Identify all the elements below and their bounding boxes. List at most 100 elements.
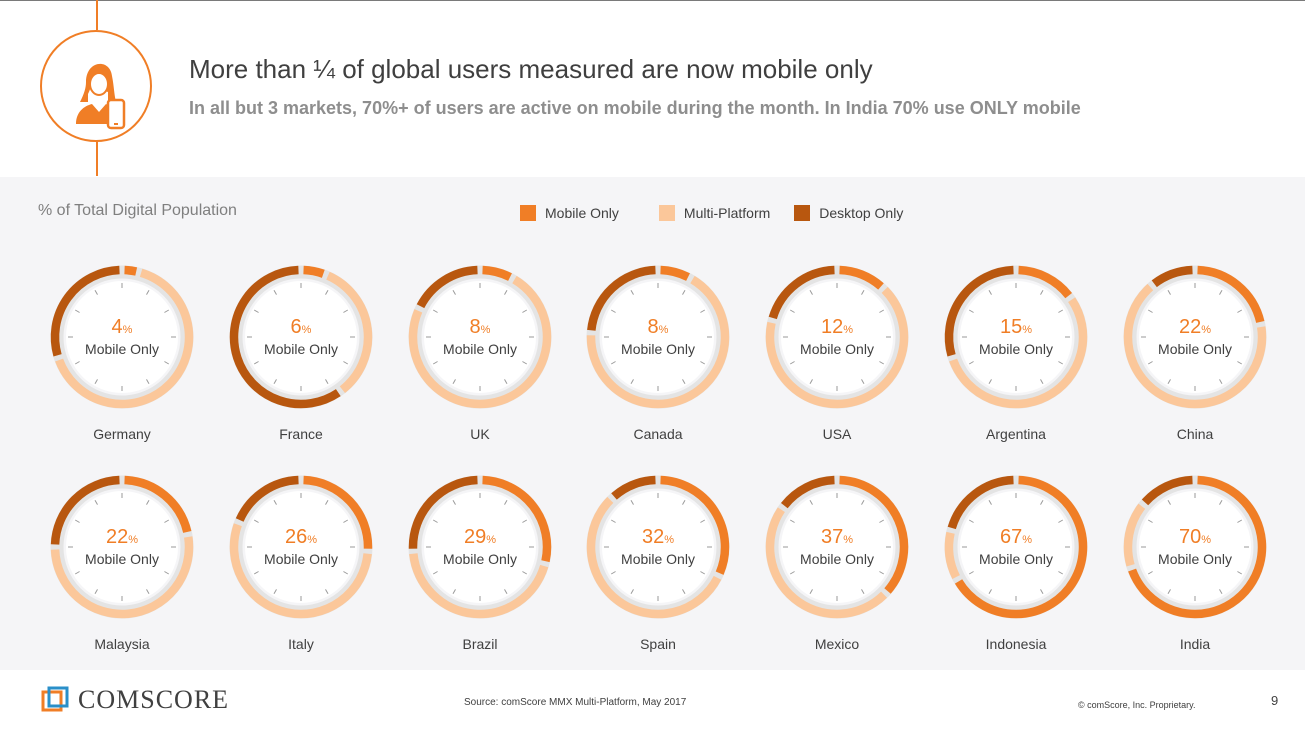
donut-center-label: Mobile Only: [800, 551, 874, 567]
header-connector-top: [96, 0, 98, 30]
donut-segment-desktop-only: [50, 475, 120, 545]
donut-segment-multi-platform: [229, 523, 372, 619]
donut-tick: [343, 571, 349, 575]
donut-tick: [1040, 289, 1044, 295]
donut-center-label: Mobile Only: [979, 551, 1053, 567]
panel-label: % of Total Digital Population: [38, 202, 237, 219]
donut-tick: [432, 519, 438, 523]
logo-wordmark: COMSCORE: [78, 685, 230, 714]
donut-segment-desktop-only: [587, 265, 656, 331]
donut-tick: [1040, 379, 1044, 385]
donut-tick: [343, 519, 349, 523]
percent-sign: %: [843, 534, 853, 546]
donut-inner: [1139, 491, 1251, 603]
donut-center-label: Mobile Only: [1158, 551, 1232, 567]
donut-segment-desktop-only: [947, 475, 1014, 530]
donut-tick: [861, 589, 865, 595]
donut-tick: [74, 571, 80, 575]
donut-tick: [879, 519, 885, 523]
donut-tick: [146, 589, 150, 595]
donut-inner: [602, 491, 714, 603]
header-connector-bottom: [96, 126, 98, 176]
donut-tick: [1219, 379, 1223, 385]
percent-sign: %: [302, 324, 312, 336]
donut-tick: [74, 361, 80, 365]
donut-center-label: Mobile Only: [621, 341, 695, 357]
legend-label: Multi-Platform: [683, 205, 771, 221]
page-number: 9: [1271, 693, 1279, 708]
percent-sign: %: [307, 534, 317, 546]
donut-inner: [960, 491, 1072, 603]
donut-inner: [781, 281, 893, 393]
donut-segment-desktop-only: [229, 265, 341, 409]
donut-tick: [522, 519, 528, 523]
donut-inner: [66, 281, 178, 393]
country-label: Germany: [93, 426, 151, 442]
percent-sign: %: [664, 534, 674, 546]
donut-tick: [809, 289, 813, 295]
donut-tick: [968, 519, 974, 523]
top-rule: [0, 0, 1305, 1]
donut-tick: [164, 519, 170, 523]
donut-tick: [1237, 361, 1243, 365]
country-label: Spain: [640, 636, 676, 652]
donut-tick: [879, 309, 885, 313]
donut-tick: [1167, 289, 1171, 295]
country-label: Indonesia: [986, 636, 1047, 652]
donut-center-label: Mobile Only: [264, 341, 338, 357]
donut-segment-desktop-only: [768, 265, 835, 320]
donut-tick: [700, 309, 706, 313]
donut-center-label: Mobile Only: [443, 341, 517, 357]
donut-tick: [504, 589, 508, 595]
donut-segment-mobile-only: [660, 475, 730, 575]
donut-center-label: Mobile Only: [979, 341, 1053, 357]
donut-tick: [1040, 589, 1044, 595]
page-title: More than ¼ of global users measured are…: [189, 54, 873, 84]
donut-tick: [504, 499, 508, 505]
source-note: Source: comScore MMX Multi-Platform, May…: [464, 697, 687, 708]
donut-segment-mobile-only: [660, 265, 690, 281]
percent-sign: %: [659, 324, 669, 336]
percent-sign: %: [1022, 324, 1032, 336]
donut-inner: [424, 281, 536, 393]
country-label: Canada: [633, 426, 682, 442]
legend-swatch-mobile-only: [520, 205, 536, 221]
donut-tick: [988, 589, 992, 595]
chart-legend: Mobile Only Multi-Platform Desktop Only: [520, 204, 943, 222]
donut-segment-multi-platform: [765, 286, 909, 409]
donut-tick: [343, 309, 349, 313]
donut-segment-mobile-only: [954, 475, 1088, 619]
donut-tick: [630, 499, 634, 505]
donut-segment-multi-platform: [326, 271, 373, 394]
donut-tick: [432, 309, 438, 313]
donut-tick: [325, 589, 329, 595]
donut-tick: [682, 589, 686, 595]
donut-tick: [164, 571, 170, 575]
donut-tick: [682, 499, 686, 505]
donut-tick: [700, 571, 706, 575]
donut-tick: [522, 309, 528, 313]
donut-segment-multi-platform: [55, 268, 194, 409]
donut-tick: [1058, 571, 1064, 575]
country-label: USA: [823, 426, 852, 442]
donut-segment-multi-platform: [50, 536, 194, 619]
donut-tick: [988, 379, 992, 385]
donut-tick: [1167, 589, 1171, 595]
donut-tick: [432, 361, 438, 365]
donut-tick: [74, 519, 80, 523]
donut-tick: [253, 519, 259, 523]
country-label: France: [279, 426, 323, 442]
donut-tick: [146, 379, 150, 385]
percent-sign: %: [123, 324, 133, 336]
donut-segment-mobile-only: [482, 265, 512, 281]
donut-inner: [602, 281, 714, 393]
donut-tick: [273, 589, 277, 595]
